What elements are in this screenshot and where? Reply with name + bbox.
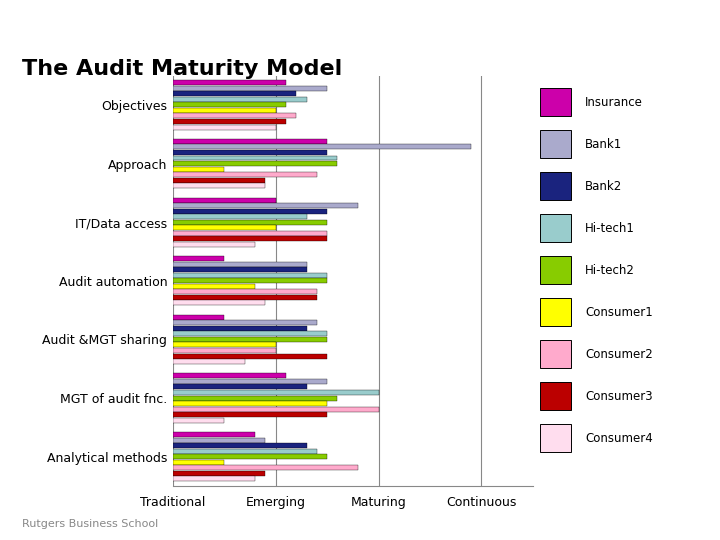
Bar [540,382,571,410]
Bar [173,125,276,130]
Bar [173,412,327,417]
Bar [173,300,266,306]
Bar [540,214,571,242]
Bar [173,242,255,247]
Bar [173,476,255,481]
Bar [173,348,276,353]
Bar [173,326,307,331]
Bar [173,80,286,85]
Bar [173,262,307,267]
Bar [173,449,317,454]
Text: Rutgers Business School: Rutgers Business School [22,519,158,529]
Bar [173,220,327,225]
Text: Consumer4: Consumer4 [585,431,652,444]
Bar [173,289,317,294]
Text: Bank1: Bank1 [585,138,622,151]
Bar [173,359,245,364]
Bar [173,454,327,459]
Bar [173,278,327,284]
Bar [173,237,327,241]
Bar [173,401,327,406]
Bar [540,340,571,368]
Bar [173,156,338,160]
Bar [173,198,276,202]
Bar [173,208,327,214]
Bar [173,354,327,359]
Text: CA/CM adoption: CA/CM adoption [566,15,698,33]
Bar [173,103,286,107]
Bar [173,295,317,300]
Bar [540,87,571,116]
Text: The Audit Maturity Model: The Audit Maturity Model [22,59,342,79]
Text: Consumer3: Consumer3 [585,389,652,402]
Bar [173,284,255,289]
Bar [173,273,327,278]
Bar [540,298,571,326]
Text: Bank2: Bank2 [585,179,622,192]
Bar [173,418,224,423]
Bar [173,161,338,166]
Bar [540,424,571,453]
Bar [173,337,327,342]
Bar [173,432,255,437]
Bar [173,203,358,208]
Bar [540,172,571,200]
Bar [173,332,327,336]
Bar [173,443,307,448]
Text: Hi-tech2: Hi-tech2 [585,264,635,276]
Bar [540,130,571,158]
Bar [173,465,358,470]
Text: RUTGERS: RUTGERS [22,15,131,33]
Bar [173,231,327,236]
Bar [173,379,327,384]
Bar [173,91,296,96]
Bar [173,86,327,91]
Text: Consumer2: Consumer2 [585,348,652,361]
Bar [173,267,307,272]
Bar [173,390,379,395]
Bar [173,97,307,102]
Bar [173,437,266,443]
Bar [173,374,286,379]
Bar [173,144,471,150]
Bar [173,178,266,183]
Bar [173,166,224,172]
Bar [173,460,224,465]
Text: Insurance: Insurance [585,96,643,109]
Bar [173,407,379,411]
Bar [173,471,266,476]
Text: Consumer1: Consumer1 [585,306,652,319]
Bar [173,256,224,261]
Bar [173,214,307,219]
Bar [173,396,338,401]
Bar [173,320,317,325]
Bar [173,384,307,389]
Bar [173,315,224,320]
Text: Hi-tech1: Hi-tech1 [585,221,635,234]
Bar [173,108,276,113]
Bar [173,342,276,347]
Bar [173,119,286,124]
Bar [173,150,327,155]
Bar [173,139,327,144]
Bar [540,255,571,285]
Bar [173,172,317,177]
Bar [173,183,266,188]
Bar [173,113,296,118]
Bar [173,225,276,230]
